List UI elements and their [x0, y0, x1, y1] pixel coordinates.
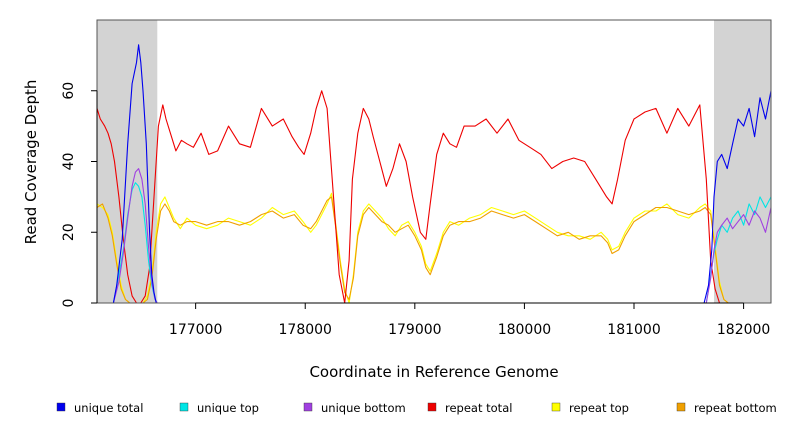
legend-swatch-repeat-total	[427, 402, 437, 412]
legend: unique total unique top unique bottom repea…	[56, 401, 777, 415]
plot-background	[97, 20, 771, 303]
y-axis-title: Read Coverage Depth	[22, 80, 40, 245]
x-tick-label: 178000	[279, 322, 332, 338]
x-tick-label: 181000	[607, 322, 660, 338]
x-axis: 177000 178000 179000 180000 181000 182000	[169, 302, 770, 338]
legend-label-unique-total: unique total	[74, 401, 143, 415]
legend-swatch-unique-bottom	[303, 402, 313, 412]
x-tick-label: 177000	[169, 322, 222, 338]
legend-label-unique-top: unique top	[197, 401, 259, 415]
series-line-repeat-top	[96, 192, 771, 304]
x-axis-title: Coordinate in Reference Genome	[309, 363, 558, 381]
legend-swatch-repeat-bottom	[676, 402, 686, 412]
legend-swatch-repeat-top	[551, 402, 561, 412]
legend-label-repeat-bottom: repeat bottom	[694, 401, 777, 415]
y-axis: 0 20 40 60	[61, 82, 98, 308]
y-tick-label: 0	[61, 299, 77, 308]
legend-swatch-unique-total	[56, 402, 66, 412]
legend-label-repeat-total: repeat total	[445, 401, 512, 415]
x-tick-label: 182000	[717, 322, 770, 338]
x-tick-label: 180000	[498, 322, 551, 338]
y-tick-label: 40	[61, 153, 77, 171]
series-line-repeat-bottom	[96, 196, 771, 304]
shaded-region-1	[714, 20, 771, 303]
series-line-repeat-total	[96, 90, 771, 304]
legend-label-repeat-top: repeat top	[569, 401, 629, 415]
y-tick-label: 20	[61, 223, 77, 241]
legend-swatch-unique-top	[179, 402, 189, 412]
y-tick-label: 60	[61, 82, 77, 100]
legend-label-unique-bottom: unique bottom	[321, 401, 406, 415]
x-tick-label: 179000	[388, 322, 441, 338]
